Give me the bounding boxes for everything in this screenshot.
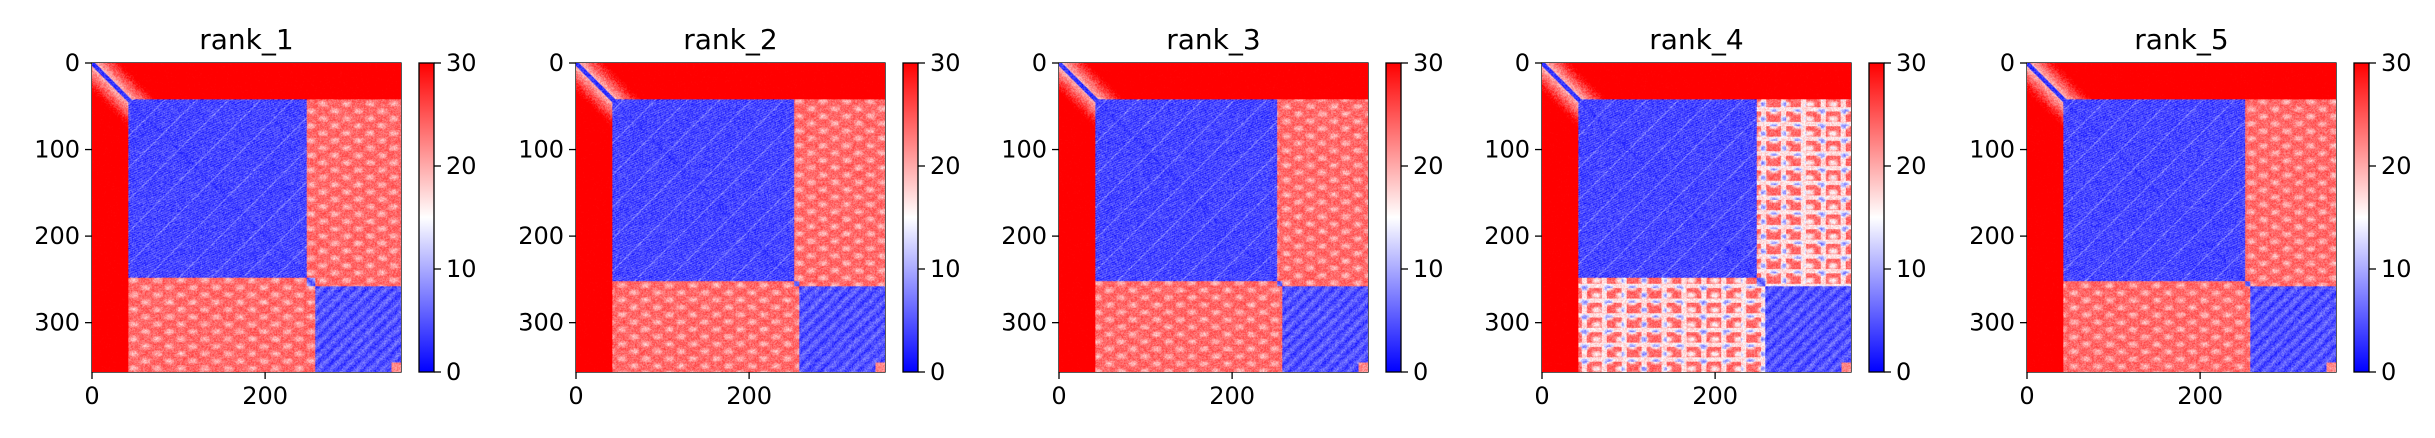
colorbar: [1386, 63, 1401, 372]
y-tick-label: 300: [1001, 309, 1047, 337]
x-tick-label: 0: [1534, 382, 1549, 410]
colorbar-tick-label: 30: [1896, 49, 1927, 77]
colorbar-tick-label: 30: [1413, 49, 1444, 77]
colorbar: [1869, 63, 1884, 372]
colorbar-tick-label: 30: [930, 49, 961, 77]
y-tick-label: 0: [549, 49, 564, 77]
colorbar-tick-label: 10: [930, 255, 961, 283]
colorbar-tick-label: 20: [930, 152, 961, 180]
y-tick-label: 300: [1969, 309, 2015, 337]
colorbar-frame: [2353, 62, 2370, 373]
panel-rank_4: rank_4 0 200 0 100 200 300 0 10 20 30: [1484, 23, 1926, 410]
x-tick-label: 0: [84, 382, 99, 410]
y-tick-label: 100: [518, 136, 564, 164]
y-tick-label: 200: [518, 222, 564, 250]
heatmap-image-1: [92, 63, 401, 372]
x-tick-label: 200: [2177, 382, 2223, 410]
x-tick-label: 200: [242, 382, 288, 410]
panel-title: rank_3: [1166, 23, 1260, 56]
colorbar-frame: [1868, 62, 1885, 373]
colorbar-tick-label: 30: [446, 49, 477, 77]
colorbar: [419, 63, 434, 372]
colorbar-tick-label: 10: [446, 255, 477, 283]
x-tick-label: 0: [568, 382, 583, 410]
x-tick-label: 0: [2019, 382, 2034, 410]
y-tick-label: 100: [1001, 136, 1047, 164]
colorbar-tick-label: 0: [1413, 358, 1428, 386]
colorbar-tick-label: 20: [1896, 152, 1927, 180]
panel-title: rank_4: [1649, 23, 1743, 56]
y-tick-label: 300: [34, 309, 80, 337]
colorbar-tick-label: 10: [1896, 255, 1927, 283]
x-tick-label: 200: [726, 382, 772, 410]
y-tick-label: 300: [518, 309, 564, 337]
colorbar-tick-label: 0: [1896, 358, 1911, 386]
y-tick-label: 200: [34, 222, 80, 250]
panel-rank_1: rank_1 0 200 0 100 200 300 0 10 20 30: [34, 23, 476, 410]
y-tick-label: 0: [2000, 49, 2015, 77]
x-tick-label: 0: [1051, 382, 1066, 410]
panel-title: rank_1: [199, 23, 293, 56]
heatmap-image-3: [1059, 63, 1368, 372]
y-tick-label: 200: [1484, 222, 1530, 250]
panel-title: rank_2: [683, 23, 777, 56]
colorbar: [2354, 63, 2369, 372]
y-tick-label: 200: [1001, 222, 1047, 250]
y-tick-label: 100: [1969, 136, 2015, 164]
y-tick-label: 200: [1969, 222, 2015, 250]
heatmap-image-2: [576, 63, 885, 372]
y-tick-label: 100: [34, 136, 80, 164]
colorbar-tick-label: 30: [2381, 49, 2412, 77]
colorbar-tick-label: 0: [930, 358, 945, 386]
panel-title: rank_5: [2134, 23, 2228, 56]
y-tick-label: 300: [1484, 309, 1530, 337]
colorbar-tick-label: 10: [1413, 255, 1444, 283]
panel-rank_2: rank_2 0 200 0 100 200 300 0 10 20 30: [518, 23, 960, 410]
y-tick-label: 100: [1484, 136, 1530, 164]
colorbar-tick-label: 20: [1413, 152, 1444, 180]
colorbar-tick-label: 20: [2381, 152, 2412, 180]
heatmap-image-5: [2027, 63, 2336, 372]
colorbar-tick-label: 0: [446, 358, 461, 386]
x-tick-label: 200: [1692, 382, 1738, 410]
y-tick-label: 0: [65, 49, 80, 77]
colorbar-tick-label: 10: [2381, 255, 2412, 283]
colorbar-frame: [1385, 62, 1402, 373]
y-tick-label: 0: [1032, 49, 1047, 77]
colorbar-frame: [902, 62, 919, 373]
colorbar: [903, 63, 918, 372]
x-tick-label: 200: [1209, 382, 1255, 410]
heatmap-image-4: [1542, 63, 1851, 372]
colorbar-frame: [418, 62, 435, 373]
y-tick-label: 0: [1515, 49, 1530, 77]
colorbar-tick-label: 0: [2381, 358, 2396, 386]
colorbar-tick-label: 20: [446, 152, 477, 180]
